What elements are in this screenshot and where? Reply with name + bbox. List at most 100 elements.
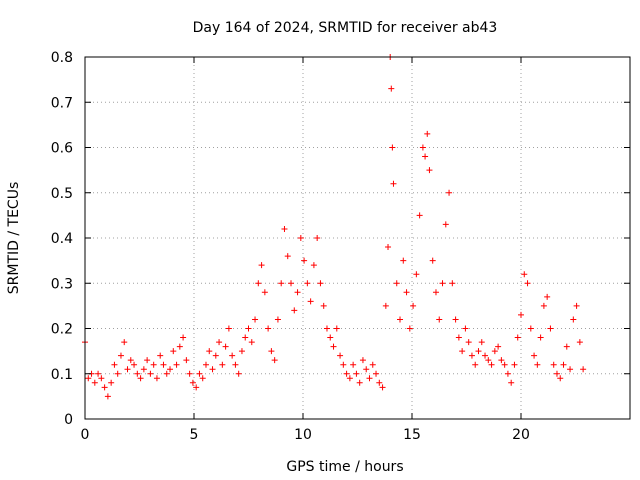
data-point [235, 370, 242, 377]
data-point [265, 325, 272, 332]
data-point [482, 352, 489, 359]
data-point [323, 325, 330, 332]
data-point [183, 357, 190, 364]
data-point [557, 375, 564, 382]
data-point [462, 325, 469, 332]
data-point [439, 280, 446, 287]
data-point [232, 361, 239, 368]
data-point [544, 293, 551, 300]
data-point [150, 361, 157, 368]
data-point [452, 316, 459, 323]
data-point [501, 361, 508, 368]
data-point [382, 302, 389, 309]
data-point [390, 180, 397, 187]
y-tick-label-8: 0.8 [51, 50, 73, 66]
y-axis-label: SRMTID / TECUs [6, 182, 22, 295]
data-point [485, 357, 492, 364]
data-point [95, 370, 102, 377]
data-point [363, 366, 370, 373]
data-point [278, 280, 285, 287]
data-point [307, 298, 314, 305]
data-point [534, 361, 541, 368]
data-point [147, 370, 154, 377]
data-point [429, 257, 436, 264]
data-point [413, 271, 420, 278]
data-point [173, 361, 180, 368]
y-tick-label-3: 0.3 [51, 276, 73, 292]
data-point [426, 167, 433, 174]
data-point [353, 370, 360, 377]
data-point [245, 325, 252, 332]
data-point [337, 352, 344, 359]
data-point [121, 339, 128, 346]
data-point [442, 221, 449, 228]
data-point [547, 325, 554, 332]
data-point [212, 352, 219, 359]
data-point [288, 280, 295, 287]
x-tick-label-4: 20 [512, 427, 530, 443]
data-point [373, 370, 380, 377]
data-point [491, 348, 498, 355]
data-point [468, 352, 475, 359]
data-point [85, 375, 92, 382]
data-point [131, 361, 138, 368]
data-point [495, 343, 502, 350]
data-point [498, 357, 505, 364]
data-point [465, 339, 472, 346]
data-point [403, 289, 410, 296]
data-point [297, 235, 304, 241]
data-point [242, 334, 249, 341]
data-point [446, 189, 453, 196]
data-point [284, 253, 291, 260]
data-point [248, 339, 255, 346]
y-tick-label-1: 0.1 [51, 367, 73, 383]
data-point [268, 348, 275, 355]
data-point [369, 361, 376, 368]
data-point [432, 289, 439, 296]
data-point [393, 280, 400, 287]
data-point [117, 352, 124, 359]
data-point [488, 361, 495, 368]
data-point [176, 343, 183, 350]
data-point [271, 357, 278, 364]
data-point [459, 348, 466, 355]
data-point [222, 343, 229, 350]
x-tick-label-3: 15 [403, 427, 421, 443]
data-point [359, 357, 366, 364]
data-point [553, 370, 560, 377]
data-point [419, 144, 426, 151]
data-point [514, 334, 521, 341]
data-points [82, 54, 587, 400]
data-point [518, 311, 524, 318]
data-point [180, 334, 187, 341]
data-point [304, 280, 311, 287]
data-point [524, 280, 531, 287]
x-tick-label-1: 5 [190, 427, 199, 443]
data-point [255, 280, 262, 287]
data-point [343, 370, 350, 377]
data-point [540, 302, 547, 309]
data-point [550, 361, 557, 368]
data-point [340, 361, 347, 368]
y-tick-label-6: 0.6 [51, 141, 73, 157]
data-point [101, 384, 108, 391]
data-point [531, 352, 538, 359]
data-point [511, 361, 518, 368]
data-point [114, 370, 121, 377]
data-point [567, 366, 574, 373]
data-point [193, 384, 200, 391]
data-point [350, 361, 357, 368]
data-point [400, 257, 407, 264]
data-point [504, 370, 511, 377]
data-point [397, 316, 404, 323]
data-point [281, 225, 288, 232]
data-point [219, 361, 226, 368]
data-point [167, 366, 174, 373]
data-point [436, 316, 443, 323]
data-point [570, 316, 577, 323]
data-point [356, 379, 363, 386]
data-point [573, 302, 580, 309]
data-point [127, 357, 134, 364]
data-point [385, 244, 392, 251]
